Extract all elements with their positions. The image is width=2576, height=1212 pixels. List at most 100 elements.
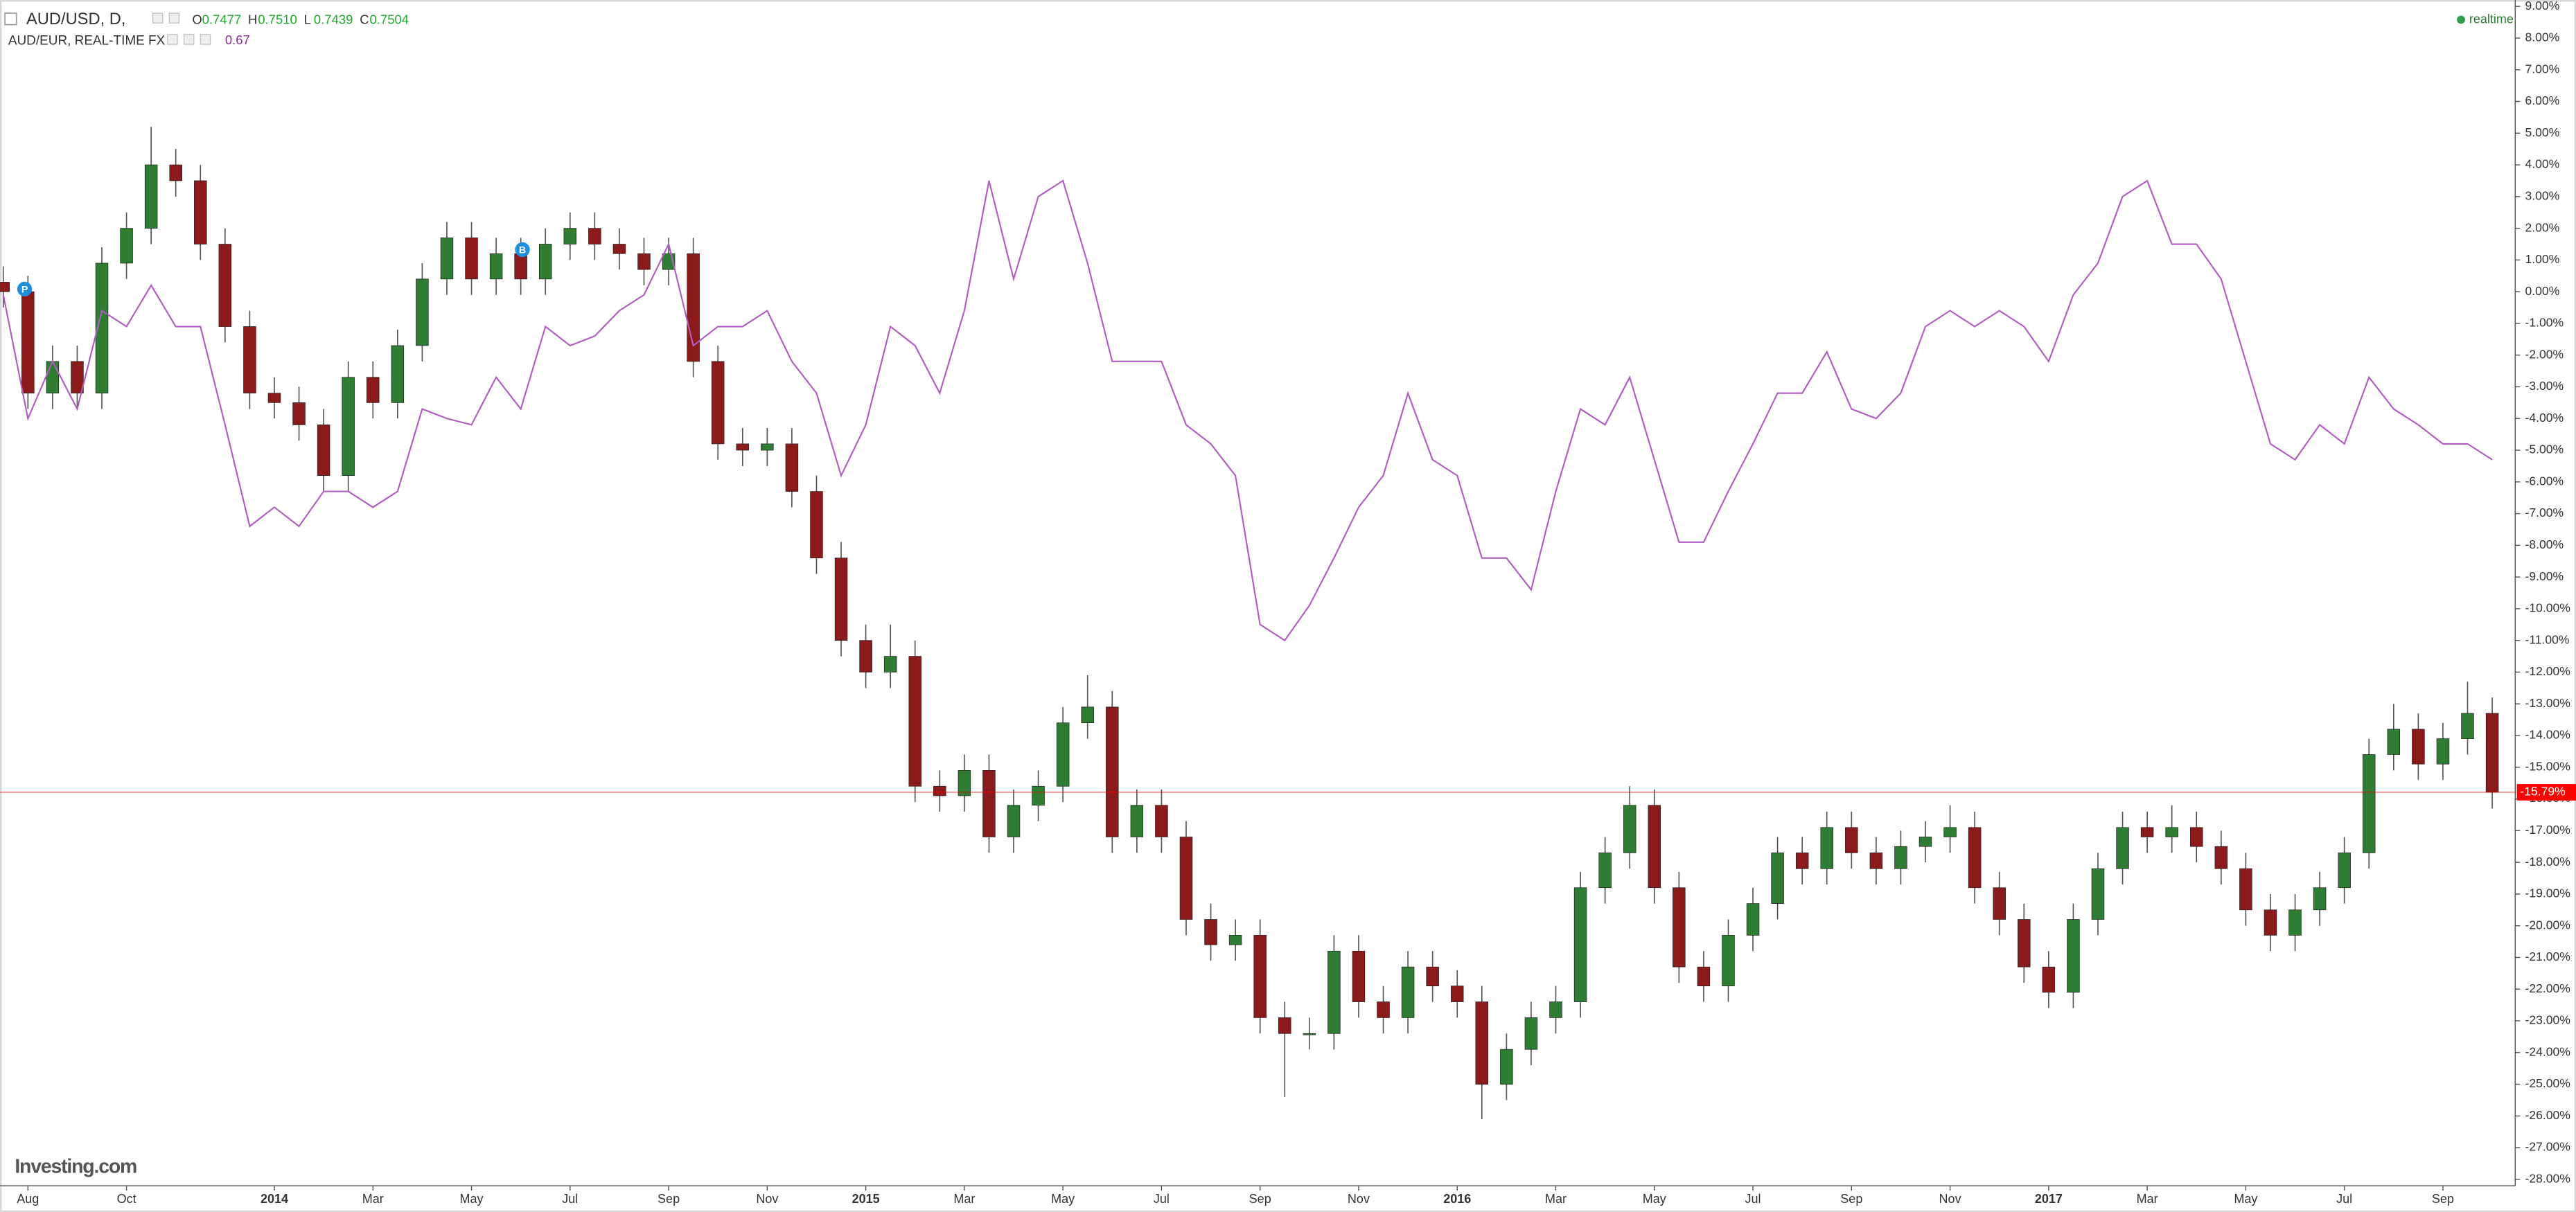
compare-last-value: 0.67: [225, 33, 250, 47]
candle-body: [2042, 966, 2056, 993]
y-tick-label: -5.00%: [2525, 443, 2564, 456]
hide-icon[interactable]: [183, 34, 195, 45]
candle-body: [1352, 950, 1366, 1002]
candle-body: [1673, 887, 1686, 968]
candle-body: [2387, 729, 2401, 755]
y-tick-label: -18.00%: [2525, 855, 2570, 868]
candle-body: [2338, 853, 2351, 889]
candle-body: [1869, 853, 1883, 869]
candle-body: [958, 770, 971, 796]
y-tick-label: 1.00%: [2525, 252, 2559, 266]
x-tick-label: 2014: [261, 1192, 288, 1206]
candle-body: [0, 282, 10, 292]
settings-icon[interactable]: [167, 34, 178, 45]
y-tick-label: 6.00%: [2525, 93, 2559, 107]
candle-body: [489, 253, 503, 280]
y-tick-label: 2.00%: [2525, 220, 2559, 234]
candle-body: [1623, 805, 1637, 853]
candle-body: [169, 164, 182, 181]
candle-body: [440, 237, 454, 280]
symbol-title: AUD/USD, D,: [26, 10, 126, 28]
x-tick-label: May: [1643, 1192, 1666, 1206]
y-tick-label: -25.00%: [2525, 1076, 2570, 1090]
x-tick-label: May: [2234, 1192, 2257, 1206]
candle-body: [46, 361, 60, 394]
quote-key: L: [304, 12, 311, 27]
candle-body: [1598, 853, 1612, 889]
x-tick-label: Sep: [2432, 1192, 2454, 1206]
candle-body: [810, 491, 823, 559]
candle-body: [1253, 935, 1267, 1018]
candle-body: [1056, 722, 1070, 787]
candle-body: [1795, 853, 1809, 869]
current-value-badge: [2516, 784, 2576, 801]
quote-key: H: [248, 12, 257, 27]
remove-icon[interactable]: [200, 34, 211, 45]
y-tick-label: -12.00%: [2525, 664, 2570, 678]
y-tick-label: -3.00%: [2525, 379, 2564, 393]
candle-body: [2214, 846, 2228, 869]
y-tick-label: 0.00%: [2525, 284, 2559, 298]
x-tick-label: Sep: [658, 1192, 680, 1206]
y-tick-label: -19.00%: [2525, 886, 2570, 900]
y-tick-label: -14.00%: [2525, 728, 2570, 742]
candle-body: [2239, 868, 2252, 911]
y-tick-label: -21.00%: [2525, 950, 2570, 963]
candle-body: [243, 326, 256, 394]
candle-body: [1278, 1017, 1291, 1034]
y-tick-label: 4.00%: [2525, 157, 2559, 171]
candle-body: [1475, 1001, 1489, 1085]
candle-body: [1450, 986, 1464, 1002]
quote-value: 0.7477: [202, 12, 242, 27]
candle-body: [2288, 909, 2302, 936]
y-tick-label: -8.00%: [2525, 537, 2564, 551]
candle-body: [1943, 827, 1957, 837]
y-tick-label: -20.00%: [2525, 918, 2570, 932]
candle-body: [2412, 729, 2425, 765]
candle-body: [342, 377, 355, 476]
candle-body: [194, 180, 207, 244]
candle-body: [1228, 935, 1242, 945]
compare-series-name: AUD/EUR, REAL-TIME FX: [8, 33, 166, 48]
x-tick-label: Jul: [1745, 1192, 1761, 1206]
line-series: [2, 179, 2493, 642]
candle-body: [761, 443, 774, 451]
quote-key: O: [192, 12, 202, 27]
x-tick-label: Sep: [1249, 1192, 1271, 1206]
candle-body: [1697, 966, 1711, 986]
y-tick-label: -13.00%: [2525, 696, 2570, 710]
y-tick-label: -23.00%: [2525, 1013, 2570, 1027]
candle-body: [416, 278, 429, 346]
y-tick-label: -6.00%: [2525, 474, 2564, 488]
collapse-icon[interactable]: [4, 12, 17, 26]
settings-icon[interactable]: [152, 12, 164, 24]
candle-body: [1746, 903, 1760, 936]
y-tick-label: -26.00%: [2525, 1108, 2570, 1122]
y-tick-label: -10.00%: [2525, 601, 2570, 615]
x-tick-label: Aug: [17, 1192, 39, 1206]
x-tick-label: 2017: [2035, 1192, 2063, 1206]
event-marker-label: P: [21, 284, 28, 295]
event-marker[interactable]: [515, 242, 530, 258]
y-tick-label: -28.00%: [2525, 1172, 2570, 1186]
candle-body: [218, 244, 232, 327]
plot-area: [0, 127, 2516, 1119]
candle-body: [2461, 713, 2474, 739]
candle-body: [1968, 827, 1982, 889]
y-tick-label: -15.00%: [2525, 759, 2570, 773]
quote-value: 0.7439: [314, 12, 353, 27]
y-tick-label: -2.00%: [2525, 347, 2564, 361]
candle-body: [1377, 1001, 1390, 1018]
candle-body: [1155, 805, 1168, 837]
x-tick-label: May: [1051, 1192, 1075, 1206]
candle-body: [71, 361, 84, 394]
hide-icon[interactable]: [168, 12, 180, 24]
candle-body: [1771, 853, 1784, 904]
candle-body: [2165, 827, 2178, 837]
candle-body: [1401, 966, 1415, 1018]
candle-body: [2091, 868, 2105, 920]
quote-value: 0.7504: [370, 12, 409, 27]
event-marker[interactable]: [17, 281, 33, 297]
candle-body: [1845, 827, 1858, 853]
